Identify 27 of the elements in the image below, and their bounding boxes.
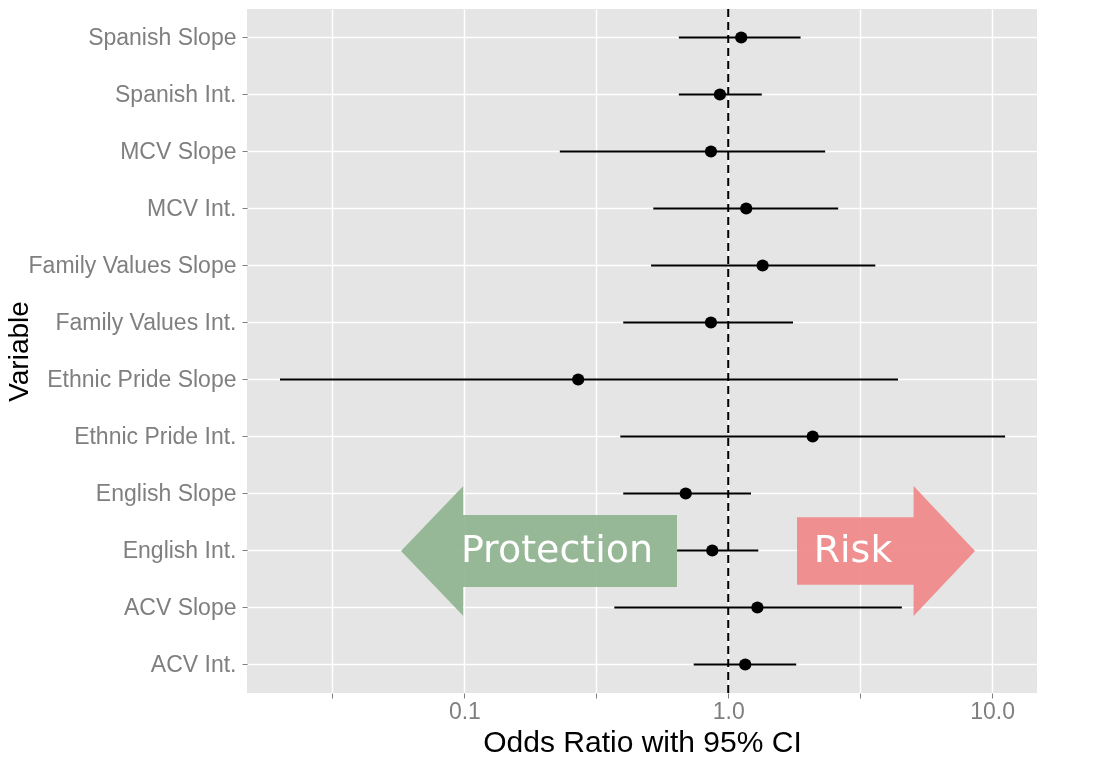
x-tick-label: 0.1: [448, 697, 481, 724]
annotation: Protection: [460, 527, 654, 571]
y-tick-label: Ethnic Pride Slope: [47, 365, 237, 392]
y-axis-title: Variable: [2, 301, 34, 402]
y-tick-label: Spanish Int.: [115, 80, 237, 107]
y-tick-label: Ethnic Pride Int.: [74, 422, 237, 449]
point: [739, 658, 752, 671]
point: [751, 601, 764, 614]
x-axis-title: Odds Ratio with 95% CI: [483, 724, 802, 758]
y-tick-label: MCV Slope: [120, 137, 237, 164]
y-tick-label: MCV Int.: [147, 194, 237, 221]
point: [706, 544, 719, 557]
y-tick-label: Spanish Slope: [88, 23, 237, 50]
y-tick-label: ACV Slope: [123, 593, 237, 620]
y-tick-label: ACV Int.: [150, 650, 237, 677]
y-tick-label: English Int.: [122, 536, 237, 563]
point: [740, 202, 753, 215]
point: [735, 31, 748, 44]
annotation: Risk: [813, 527, 893, 571]
y-tick-label: Family Values Slope: [28, 251, 237, 278]
x-tick-label: 10.0: [970, 697, 1015, 724]
x-tick-label: 1.0: [712, 697, 745, 724]
point: [704, 145, 718, 158]
y-tick-label: English Slope: [95, 479, 237, 506]
point: [713, 88, 727, 101]
point: [704, 316, 718, 329]
y-tick-label: Family Values Int.: [55, 308, 237, 335]
